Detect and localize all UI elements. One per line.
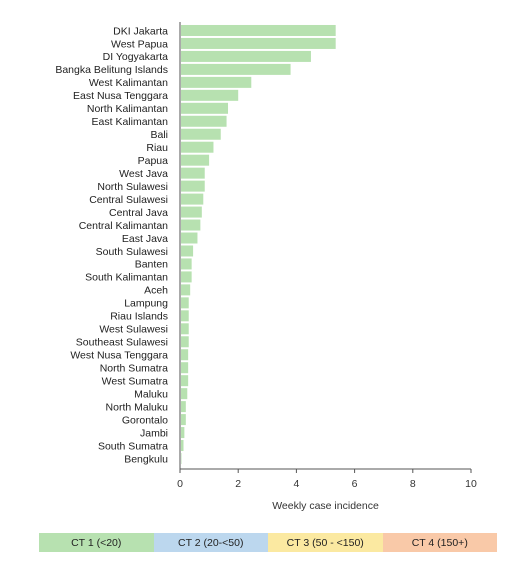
category-label: West Sumatra	[102, 375, 168, 387]
category-label: East Nusa Tenggara	[73, 90, 168, 102]
bar	[181, 128, 221, 140]
bar	[181, 440, 184, 452]
bar	[181, 89, 239, 101]
category-label: Maluku	[134, 388, 168, 400]
bar	[181, 206, 202, 218]
category-label: East Java	[122, 233, 168, 245]
bar	[181, 141, 214, 153]
category-label: West Java	[119, 168, 168, 180]
bar	[181, 245, 194, 257]
legend-item: CT 3 (50 - <150)	[268, 533, 383, 552]
category-label: South Sumatra	[98, 440, 168, 452]
category-label: North Kalimantan	[87, 103, 168, 115]
bar	[181, 180, 205, 192]
bar	[181, 297, 189, 309]
legend-item: CT 4 (150+)	[382, 533, 497, 552]
category-label: Southeast Sulawesi	[76, 337, 168, 349]
bar	[181, 375, 189, 387]
legend-item: CT 1 (<20)	[39, 533, 154, 552]
bar	[181, 76, 252, 88]
bar	[181, 63, 291, 75]
category-label: DI Yogyakarta	[103, 51, 169, 63]
bar	[181, 115, 227, 127]
bar	[181, 388, 188, 400]
category-label: West Papua	[111, 38, 168, 50]
category-label: Bengkulu	[124, 453, 168, 465]
category-label: North Sumatra	[100, 363, 168, 375]
bar	[181, 167, 205, 179]
category-label: Lampung	[124, 298, 168, 310]
bar	[181, 323, 189, 335]
category-label: Gorontalo	[122, 414, 168, 426]
bars-layer	[181, 24, 336, 464]
bar	[181, 219, 201, 231]
category-label: West Kalimantan	[89, 77, 168, 89]
x-tick-label: 2	[235, 478, 241, 490]
category-label: West Sulawesi	[99, 324, 168, 336]
category-label: Banten	[135, 259, 168, 271]
x-tick-label: 8	[410, 478, 416, 490]
bar	[181, 284, 191, 296]
category-label: Riau Islands	[110, 311, 168, 323]
x-tick-label: 10	[465, 478, 477, 490]
category-label: Jambi	[140, 427, 168, 439]
bar	[181, 50, 311, 62]
category-label: DKI Jakarta	[113, 25, 168, 37]
category-label: Aceh	[144, 285, 168, 297]
category-label: West Nusa Tenggara	[70, 350, 168, 362]
bar	[181, 102, 229, 114]
category-label: Bangka Belitung Islands	[55, 64, 168, 76]
bar	[181, 349, 189, 361]
legend-item: CT 2 (20-<50)	[153, 533, 268, 552]
bar	[181, 24, 336, 36]
bar	[181, 414, 186, 426]
x-axis-title: Weekly case incidence	[272, 500, 379, 512]
category-label: Central Kalimantan	[79, 220, 168, 232]
bar	[181, 427, 185, 439]
bar	[181, 154, 210, 166]
bar	[181, 193, 204, 205]
category-label: Riau	[146, 142, 168, 154]
bar	[181, 37, 336, 49]
bar	[181, 258, 192, 270]
category-label: Papua	[138, 155, 169, 167]
bar	[181, 310, 189, 322]
bar	[181, 271, 192, 283]
legend: CT 1 (<20) CT 2 (20-<50) CT 3 (50 - <150) C…	[39, 533, 497, 552]
x-tick-label: 0	[177, 478, 183, 490]
category-label: North Sulawesi	[97, 181, 168, 193]
bar	[181, 336, 189, 348]
category-label: Central Java	[109, 207, 168, 219]
category-label: Central Sulawesi	[89, 194, 168, 206]
category-label: East Kalimantan	[92, 116, 169, 128]
x-axis-ticks: 0 2 4 6 8 10	[177, 468, 477, 490]
x-tick-label: 4	[293, 478, 299, 490]
x-tick-label: 6	[352, 478, 358, 490]
category-label: South Kalimantan	[85, 272, 168, 284]
bar	[181, 362, 189, 374]
category-label: South Sulawesi	[96, 246, 168, 258]
category-label: Bali	[150, 129, 168, 141]
bar	[181, 232, 198, 244]
category-label: North Maluku	[106, 401, 169, 413]
bar	[181, 401, 186, 413]
